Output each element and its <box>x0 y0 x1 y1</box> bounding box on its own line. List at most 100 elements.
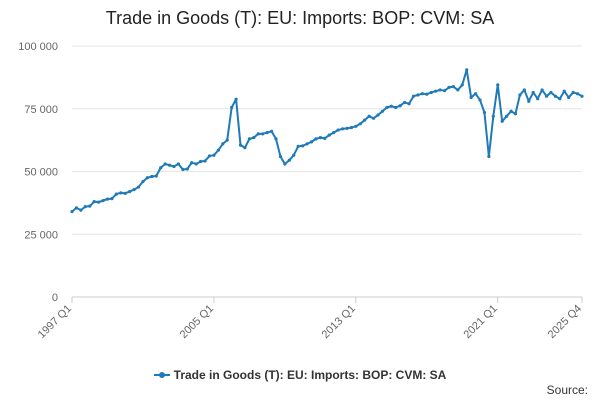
data-point[interactable] <box>185 167 189 171</box>
data-point[interactable] <box>332 130 336 135</box>
data-point[interactable] <box>92 200 96 204</box>
data-point[interactable] <box>190 161 194 165</box>
data-point[interactable] <box>172 164 176 169</box>
data-point[interactable] <box>243 146 247 150</box>
data-point[interactable] <box>527 99 531 103</box>
data-point[interactable] <box>136 185 141 189</box>
data-point[interactable] <box>79 208 83 212</box>
data-point[interactable] <box>460 83 464 87</box>
data-point[interactable] <box>407 102 411 106</box>
data-point[interactable] <box>150 174 154 179</box>
data-point[interactable] <box>234 97 238 101</box>
data-point[interactable] <box>491 114 495 118</box>
data-point[interactable] <box>132 187 136 192</box>
data-point[interactable] <box>442 89 447 93</box>
data-point[interactable] <box>167 163 172 167</box>
legend[interactable]: Trade in Goods (T): EU: Imports: BOP: CV… <box>0 365 600 382</box>
data-point[interactable] <box>398 104 402 108</box>
data-point[interactable] <box>301 144 305 148</box>
data-point[interactable] <box>287 158 291 162</box>
data-point[interactable] <box>256 132 260 136</box>
data-point[interactable] <box>181 167 185 172</box>
data-point[interactable] <box>110 197 114 201</box>
data-point[interactable] <box>522 88 526 92</box>
data-point[interactable] <box>159 166 163 170</box>
data-point[interactable] <box>305 142 309 146</box>
data-point[interactable] <box>225 138 229 142</box>
data-point[interactable] <box>580 94 584 98</box>
data-point[interactable] <box>447 85 451 90</box>
data-point[interactable] <box>434 89 438 93</box>
data-point[interactable] <box>575 92 580 96</box>
data-point[interactable] <box>536 97 540 101</box>
data-point[interactable] <box>327 133 331 137</box>
data-point[interactable] <box>500 119 504 123</box>
data-point[interactable] <box>567 95 571 100</box>
data-point[interactable] <box>518 93 522 97</box>
legend-item[interactable]: Trade in Goods (T): EU: Imports: BOP: CV… <box>153 368 446 382</box>
data-point[interactable] <box>371 116 376 120</box>
data-point[interactable] <box>354 124 358 128</box>
data-point[interactable] <box>283 162 287 166</box>
data-point[interactable] <box>145 176 149 180</box>
data-point[interactable] <box>247 137 251 141</box>
data-point[interactable] <box>252 136 256 140</box>
data-point[interactable] <box>216 148 220 152</box>
data-point[interactable] <box>376 113 380 117</box>
data-point[interactable] <box>509 109 513 113</box>
data-point[interactable] <box>323 136 327 140</box>
data-point[interactable] <box>513 112 518 116</box>
data-point[interactable] <box>505 114 509 118</box>
data-point[interactable] <box>101 199 105 203</box>
data-point[interactable] <box>425 92 429 96</box>
data-point[interactable] <box>154 174 158 178</box>
data-point[interactable] <box>544 94 549 98</box>
data-point[interactable] <box>238 143 243 147</box>
data-point[interactable] <box>531 90 535 95</box>
data-point[interactable] <box>314 137 318 141</box>
data-point[interactable] <box>261 132 265 136</box>
data-point[interactable] <box>163 162 167 166</box>
data-point[interactable] <box>114 192 118 196</box>
data-point[interactable] <box>203 159 207 163</box>
data-point[interactable] <box>487 154 491 159</box>
data-point[interactable] <box>358 122 362 126</box>
data-point[interactable] <box>451 85 455 89</box>
data-point[interactable] <box>385 105 389 110</box>
data-point[interactable] <box>119 191 123 195</box>
data-point[interactable] <box>478 98 482 102</box>
data-point[interactable] <box>380 109 385 113</box>
data-point[interactable] <box>230 105 234 110</box>
data-point[interactable] <box>318 136 322 140</box>
data-point[interactable] <box>482 110 487 115</box>
data-point[interactable] <box>345 126 349 130</box>
data-point[interactable] <box>558 97 562 101</box>
data-point[interactable] <box>292 153 296 157</box>
data-point[interactable] <box>123 191 127 195</box>
data-point[interactable] <box>265 130 269 135</box>
data-point[interactable] <box>340 127 345 131</box>
data-point[interactable] <box>438 88 442 92</box>
data-point[interactable] <box>389 104 393 108</box>
data-point[interactable] <box>278 154 283 159</box>
data-point[interactable] <box>336 128 340 132</box>
data-point[interactable] <box>296 144 300 148</box>
data-point[interactable] <box>429 90 433 95</box>
data-point[interactable] <box>194 162 198 166</box>
data-point[interactable] <box>456 88 460 92</box>
data-point[interactable] <box>141 179 145 184</box>
data-point[interactable] <box>469 95 473 100</box>
data-point[interactable] <box>199 159 203 164</box>
data-point[interactable] <box>128 189 132 194</box>
data-point[interactable] <box>221 142 225 146</box>
data-point[interactable] <box>74 206 79 210</box>
data-point[interactable] <box>309 140 314 144</box>
data-point[interactable] <box>88 204 92 208</box>
data-point[interactable] <box>269 129 274 133</box>
data-point[interactable] <box>97 200 101 204</box>
data-point[interactable] <box>420 92 424 96</box>
data-point[interactable] <box>274 137 278 141</box>
data-point[interactable] <box>465 68 469 72</box>
data-point[interactable] <box>403 100 407 105</box>
data-point[interactable] <box>496 83 500 87</box>
